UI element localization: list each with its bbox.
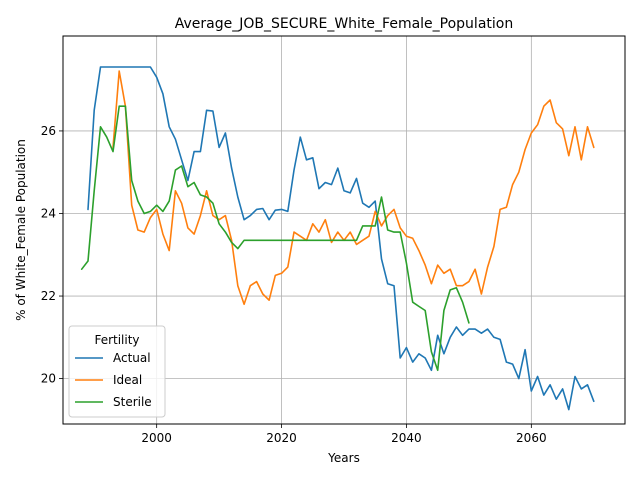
chart-title: Average_JOB_SECURE_White_Female_Populati…: [175, 16, 513, 32]
legend-label-ideal: Ideal: [113, 373, 142, 387]
plot-frame: [62, 35, 626, 425]
x-tick-label: 2060: [516, 431, 547, 445]
y-tick-label: 26: [41, 124, 56, 138]
legend-box: [68, 325, 166, 418]
legend: Fertility Actual Ideal Sterile: [68, 325, 166, 418]
x-axis: 2000 2020 2040 2060: [141, 424, 547, 445]
series-line-actual: [87, 66, 595, 411]
legend-label-sterile: Sterile: [113, 395, 152, 409]
y-tick-label: 20: [41, 372, 56, 386]
x-axis-title: Years: [327, 451, 360, 465]
y-axis-title: % of White_Female Population: [14, 139, 28, 321]
y-axis: 20 22 24 26: [41, 124, 63, 386]
legend-title: Fertility: [94, 333, 139, 347]
x-tick-label: 2020: [266, 431, 297, 445]
x-tick-label: 2000: [141, 431, 172, 445]
x-tick-label: 2040: [391, 431, 422, 445]
y-tick-label: 22: [41, 289, 56, 303]
series-line-sterile: [80, 105, 470, 372]
series-line-ideal: [112, 70, 595, 306]
legend-label-actual: Actual: [113, 351, 151, 365]
series-lines: [80, 66, 595, 411]
y-tick-label: 24: [41, 206, 56, 220]
